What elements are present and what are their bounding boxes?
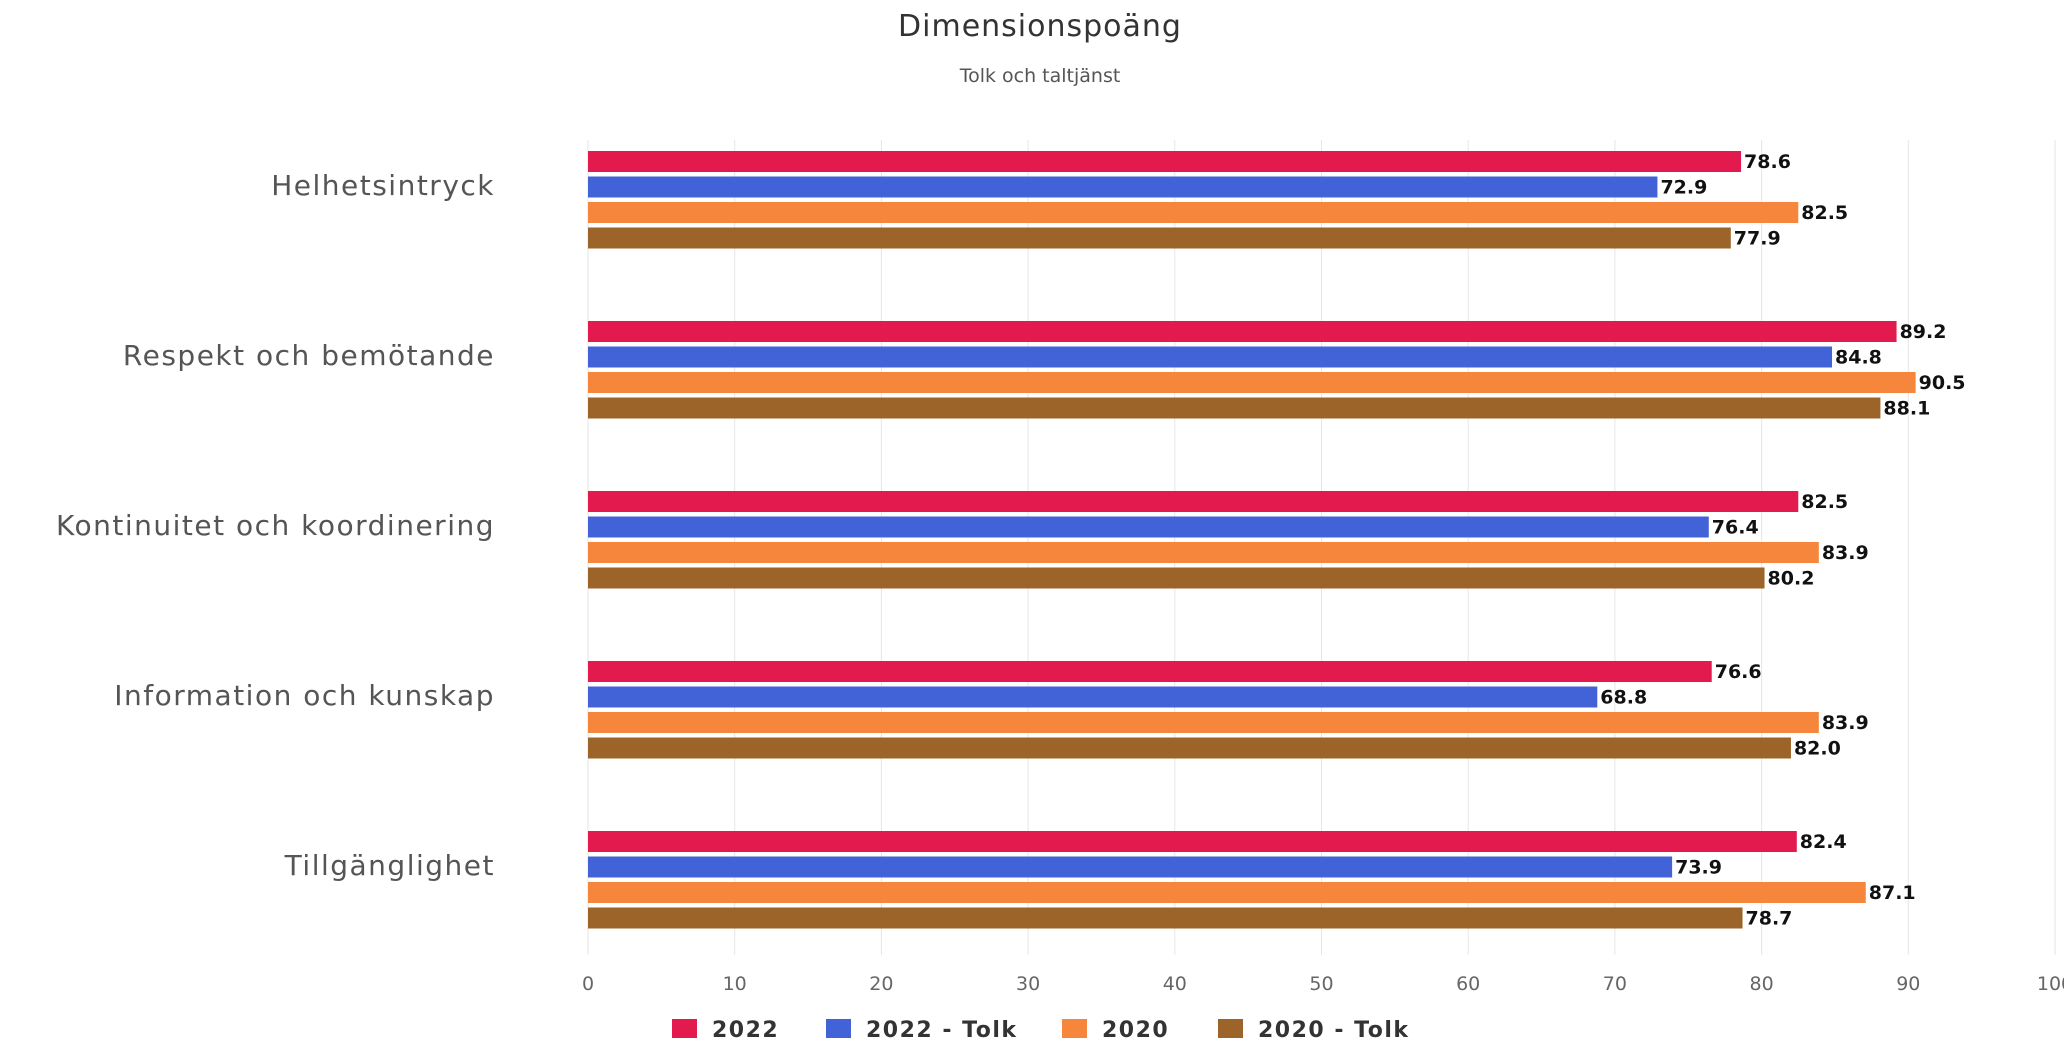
- legend-swatch: [826, 1019, 851, 1038]
- legend-item[interactable]: 2022 - Tolk: [826, 1018, 1018, 1043]
- bar: [588, 202, 1799, 223]
- x-axis-ticks: 0 10 20 30 40 50 60 70 80 90 100: [582, 973, 2064, 995]
- legend-label: 2022: [712, 1018, 779, 1043]
- data-label: 73.9: [1675, 857, 1722, 879]
- category-label: Kontinuitet och koordinering: [56, 509, 495, 542]
- category-label: Helhetsintryck: [271, 169, 495, 202]
- data-label: 82.4: [1800, 831, 1847, 853]
- bars: [588, 151, 1916, 929]
- legend-swatch: [1218, 1019, 1243, 1038]
- legend-swatch: [1062, 1019, 1087, 1038]
- bar: [588, 227, 1731, 249]
- bar: [588, 661, 1712, 682]
- x-tick-label: 0: [582, 973, 594, 995]
- x-tick-label: 40: [1163, 973, 1187, 995]
- bar: [588, 491, 1799, 512]
- data-label: 82.5: [1801, 202, 1848, 224]
- data-label: 83.9: [1822, 542, 1869, 564]
- bar: [588, 321, 1897, 342]
- data-label: 76.4: [1712, 517, 1759, 539]
- data-label: 78.6: [1744, 151, 1791, 173]
- data-label: 68.8: [1600, 687, 1647, 709]
- x-tick-label: 60: [1456, 973, 1480, 995]
- data-label: 78.7: [1746, 908, 1793, 930]
- legend-swatch: [672, 1019, 697, 1038]
- data-label: 87.1: [1869, 882, 1916, 904]
- bar: [588, 397, 1881, 419]
- category-labels: Helhetsintryck Respekt och bemötande Konti…: [56, 169, 495, 882]
- x-tick-label: 70: [1603, 973, 1627, 995]
- legend-item[interactable]: 2020 - Tolk: [1218, 1018, 1410, 1043]
- legend-item[interactable]: 2020: [1062, 1018, 1169, 1043]
- bar: [588, 712, 1819, 733]
- category-label: Respekt och bemötande: [123, 339, 495, 372]
- bar: [588, 856, 1673, 878]
- bar: [588, 516, 1709, 538]
- bar: [588, 372, 1916, 393]
- data-label: 77.9: [1734, 228, 1781, 250]
- bar: [588, 542, 1819, 563]
- data-label: 76.6: [1715, 661, 1762, 683]
- data-label: 82.0: [1794, 738, 1841, 760]
- x-tick-label: 90: [1896, 973, 1920, 995]
- bar: [588, 686, 1598, 708]
- data-label: 82.5: [1801, 491, 1848, 513]
- category-label: Information och kunskap: [114, 679, 495, 712]
- data-label: 84.8: [1835, 347, 1882, 369]
- legend-item[interactable]: 2022: [672, 1018, 779, 1043]
- data-label: 80.2: [1768, 568, 1815, 590]
- x-tick-label: 80: [1750, 973, 1774, 995]
- bar: [588, 907, 1743, 929]
- legend: 2022 2022 - Tolk 2020 2020 - Tolk: [672, 1018, 1410, 1043]
- bar: [588, 176, 1658, 198]
- x-tick-label: 30: [1016, 973, 1040, 995]
- data-label: 83.9: [1822, 712, 1869, 734]
- x-tick-label: 20: [869, 973, 893, 995]
- data-label: 88.1: [1883, 398, 1930, 420]
- legend-label: 2020: [1102, 1018, 1169, 1043]
- data-label: 90.5: [1919, 372, 1966, 394]
- legend-label: 2022 - Tolk: [866, 1018, 1018, 1043]
- chart-subtitle: Tolk och taltjänst: [959, 65, 1121, 87]
- data-labels: 78.6 72.9 82.5 77.9 89.2 84.8 90.5 88.1 82.5 76.4…: [1600, 151, 1965, 930]
- x-tick-label: 100: [2037, 973, 2064, 995]
- chart-title: Dimensionspoäng: [898, 9, 1182, 44]
- x-tick-label: 10: [723, 973, 747, 995]
- bar: [588, 151, 1742, 172]
- legend-label: 2020 - Tolk: [1258, 1018, 1410, 1043]
- bar: [588, 882, 1866, 903]
- category-label: Tillgänglighet: [284, 849, 495, 882]
- data-label: 89.2: [1900, 321, 1947, 343]
- bar: [588, 567, 1765, 589]
- bar: [588, 737, 1791, 759]
- x-tick-label: 50: [1309, 973, 1333, 995]
- bar: [588, 831, 1797, 852]
- bar: [588, 346, 1833, 368]
- data-label: 72.9: [1660, 177, 1707, 199]
